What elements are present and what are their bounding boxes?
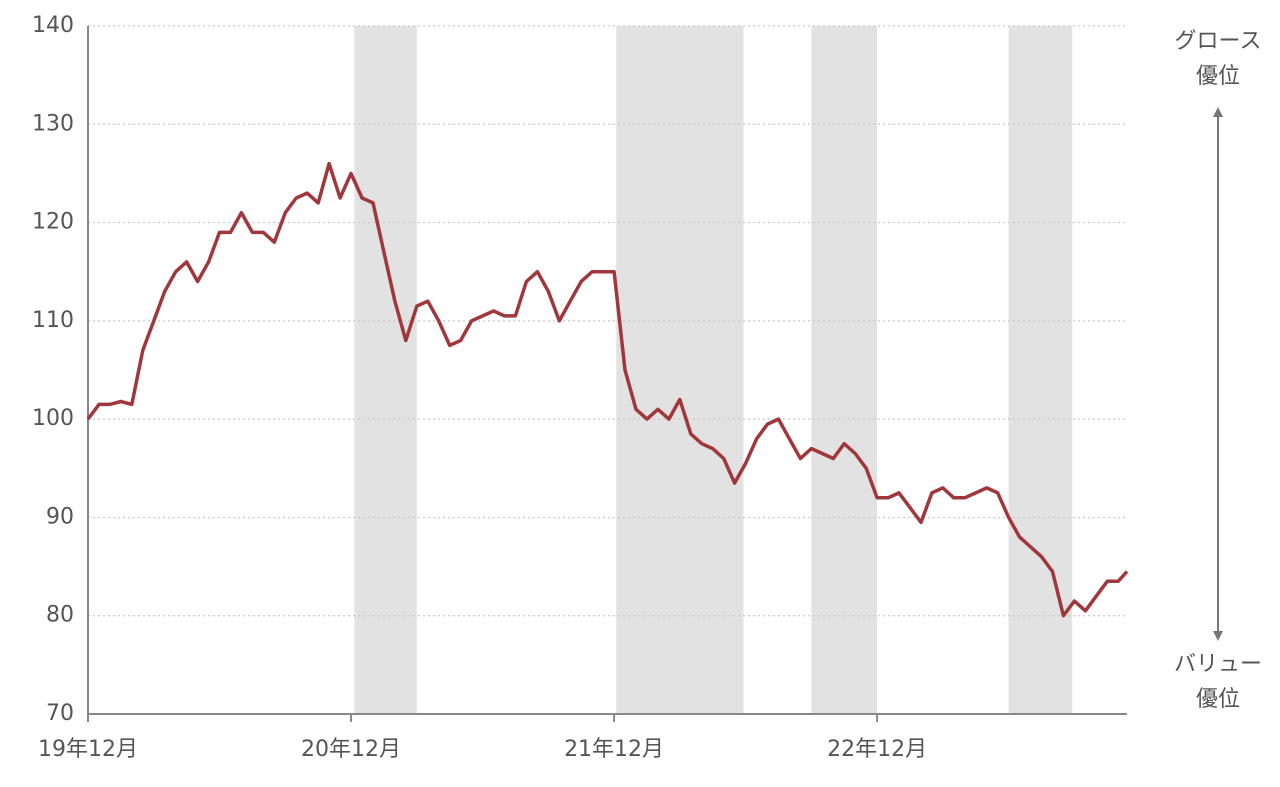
shaded-period	[616, 26, 744, 714]
y-tick-label: 70	[46, 701, 74, 726]
y-tick-label: 120	[32, 210, 74, 235]
y-tick-label: 130	[32, 111, 74, 136]
x-tick-label: 20年12月	[301, 737, 401, 762]
shaded-period	[354, 26, 417, 714]
y-tick-label: 90	[46, 504, 74, 529]
x-tick-label: 19年12月	[38, 737, 138, 762]
annotation: バリュー	[1174, 652, 1262, 677]
annotation: 優位	[1196, 64, 1240, 89]
y-tick-label: 100	[32, 406, 74, 431]
x-tick-label: 22年12月	[827, 737, 927, 762]
y-tick-label: 80	[46, 603, 74, 628]
y-tick-label: 110	[32, 308, 74, 333]
annotation: グロース	[1175, 29, 1262, 54]
line	[86, 161, 1129, 618]
x-tick-label: 21年12月	[564, 737, 664, 762]
annotation: 優位	[1196, 687, 1240, 712]
y-tick-label: 140	[32, 13, 74, 38]
shaded-period	[811, 26, 878, 714]
shaded-period	[1008, 26, 1073, 714]
